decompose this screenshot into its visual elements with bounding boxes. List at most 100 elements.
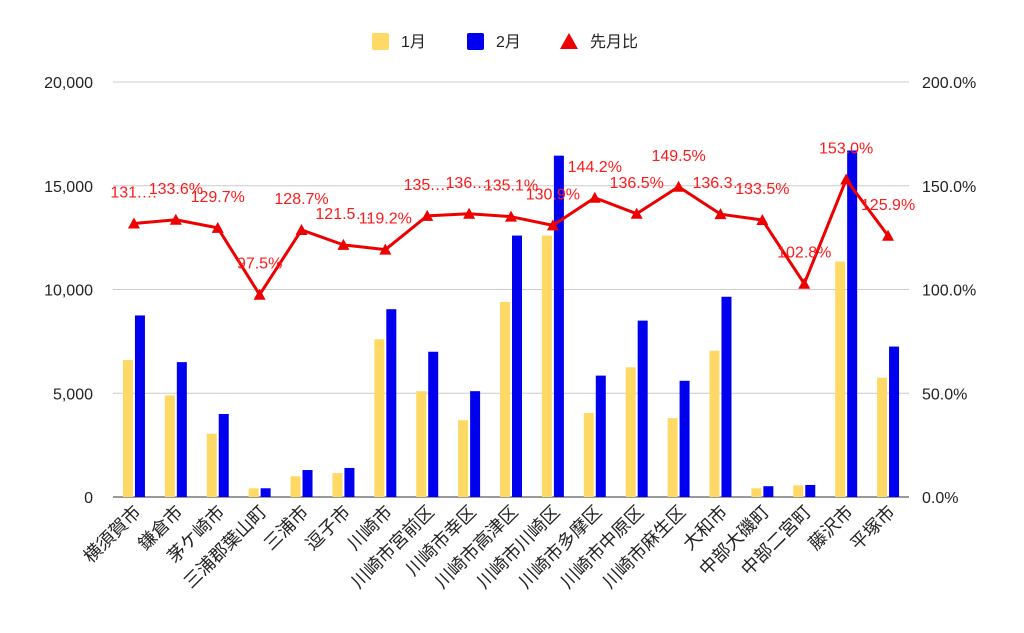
bar-jan xyxy=(667,418,678,497)
y-right-tick-label: 100.0% xyxy=(922,283,976,300)
bar-feb xyxy=(637,320,648,497)
bar-feb xyxy=(302,470,313,497)
bar-jan xyxy=(458,420,469,497)
ratio-data-label: 97.5% xyxy=(237,256,282,273)
ratio-data-label: 121.5… xyxy=(315,206,371,223)
bar-feb xyxy=(134,315,145,497)
ratio-marker xyxy=(337,238,350,250)
legend-swatch xyxy=(372,33,389,50)
ratio-marker xyxy=(463,207,476,219)
bar-feb xyxy=(218,414,229,497)
ratio-marker xyxy=(798,277,811,289)
bar-feb xyxy=(553,155,564,497)
bar-feb xyxy=(344,467,355,497)
ratio-marker xyxy=(379,243,392,255)
bar-feb xyxy=(721,296,732,497)
bar-feb xyxy=(679,380,690,497)
ratio-marker xyxy=(546,219,559,231)
ratio-data-label: 128.7% xyxy=(274,191,328,208)
y-right-tick-label: 200.0% xyxy=(922,75,976,92)
ratio-data-label: 144.2% xyxy=(568,159,622,176)
x-category-label: 三浦市 xyxy=(260,502,312,554)
bar-jan xyxy=(709,350,720,497)
y-right-tick-label: 50.0% xyxy=(922,386,967,403)
bar-feb xyxy=(595,375,606,497)
bar-jan xyxy=(374,339,385,497)
y-left-tick-label: 15,000 xyxy=(44,179,93,196)
ratio-marker xyxy=(127,217,140,229)
ratio-data-label: 153.0% xyxy=(819,141,873,158)
x-category-label: 藤沢市 xyxy=(805,502,857,554)
ratio-data-label: 129.7% xyxy=(191,189,245,206)
bar-feb xyxy=(176,362,187,497)
ratio-marker xyxy=(672,180,685,192)
bar-jan xyxy=(793,485,804,497)
x-category-label: 逗子市 xyxy=(302,502,354,554)
bar-feb xyxy=(805,484,816,497)
ratio-marker xyxy=(295,223,308,235)
ratio-marker xyxy=(840,173,853,185)
ratio-labels: 131.…133.6%129.7% 97.5% 128.7%121.5…119.2%… xyxy=(110,141,915,273)
bar-feb xyxy=(512,235,522,498)
ratio-data-label: 119.2% xyxy=(359,211,412,228)
bar-feb xyxy=(260,488,271,497)
ratio-data-label: 130.9% xyxy=(526,186,580,203)
bar-jan xyxy=(206,433,217,497)
ratio-marker xyxy=(630,207,643,219)
x-category-label: 横須賀市 xyxy=(80,502,145,567)
ratio-marker xyxy=(211,221,224,233)
y-left-tick-label: 0 xyxy=(84,490,93,507)
ratio-line xyxy=(127,173,895,300)
ratio-data-label: 133.6% xyxy=(149,181,203,198)
ratio-data-label: 135.1% xyxy=(484,178,538,195)
legend: 1月 2月 先月比 xyxy=(372,33,638,51)
ratio-marker xyxy=(756,213,769,225)
bar-jan xyxy=(835,261,846,497)
x-category-label: 平塚市 xyxy=(847,502,899,554)
bar-feb xyxy=(763,486,774,497)
ratio-marker xyxy=(421,209,434,221)
bar-jan xyxy=(332,473,343,497)
bar-jan xyxy=(416,391,427,497)
bar-feb xyxy=(386,309,397,497)
ratio-data-label: 102.8% xyxy=(777,245,831,262)
ratio-marker xyxy=(588,191,601,203)
legend-label: 1月 xyxy=(401,34,426,51)
ratio-data-label: 131.… xyxy=(110,185,157,202)
gridlines xyxy=(113,81,909,498)
bar-jan xyxy=(583,412,594,497)
ratio-data-label: 136.… xyxy=(446,175,493,192)
ratio-data-label: 133.5% xyxy=(735,181,789,198)
bar-jan xyxy=(290,476,301,497)
ratio-marker xyxy=(714,208,727,220)
y-left-tick-label: 5,000 xyxy=(53,386,93,403)
ratio-marker xyxy=(169,213,182,225)
bar-feb xyxy=(428,351,439,497)
bar-jan xyxy=(751,488,762,497)
ratio-marker xyxy=(505,210,517,222)
legend-label: 先月比 xyxy=(590,33,638,51)
y-right-tick-label: 150.0% xyxy=(922,179,976,196)
bar-jan xyxy=(500,301,510,497)
legend-swatch xyxy=(560,33,578,49)
y-left-tick-label: 10,000 xyxy=(44,283,93,300)
bar-jan xyxy=(122,360,133,497)
y-left-tick-label: 20,000 xyxy=(44,75,93,92)
y-right-tick-label: 0.0% xyxy=(922,490,958,507)
legend-swatch xyxy=(467,33,484,50)
ratio-marker xyxy=(882,229,895,241)
bar-feb xyxy=(889,346,900,497)
ratio-marker xyxy=(253,288,266,300)
bar-jan xyxy=(877,377,888,497)
bar-jan xyxy=(625,367,636,497)
legend-label: 2月 xyxy=(496,34,521,51)
bar-feb xyxy=(470,391,481,497)
bar-jan xyxy=(164,395,175,497)
ratio-data-label: 135.… xyxy=(404,177,451,194)
ratio-data-label: 125.9% xyxy=(861,197,915,214)
ratio-data-label: 136.3… xyxy=(692,175,748,192)
ratio-data-label: 136.5% xyxy=(610,175,664,192)
bar-feb xyxy=(847,150,858,497)
bar-jan xyxy=(541,235,552,498)
